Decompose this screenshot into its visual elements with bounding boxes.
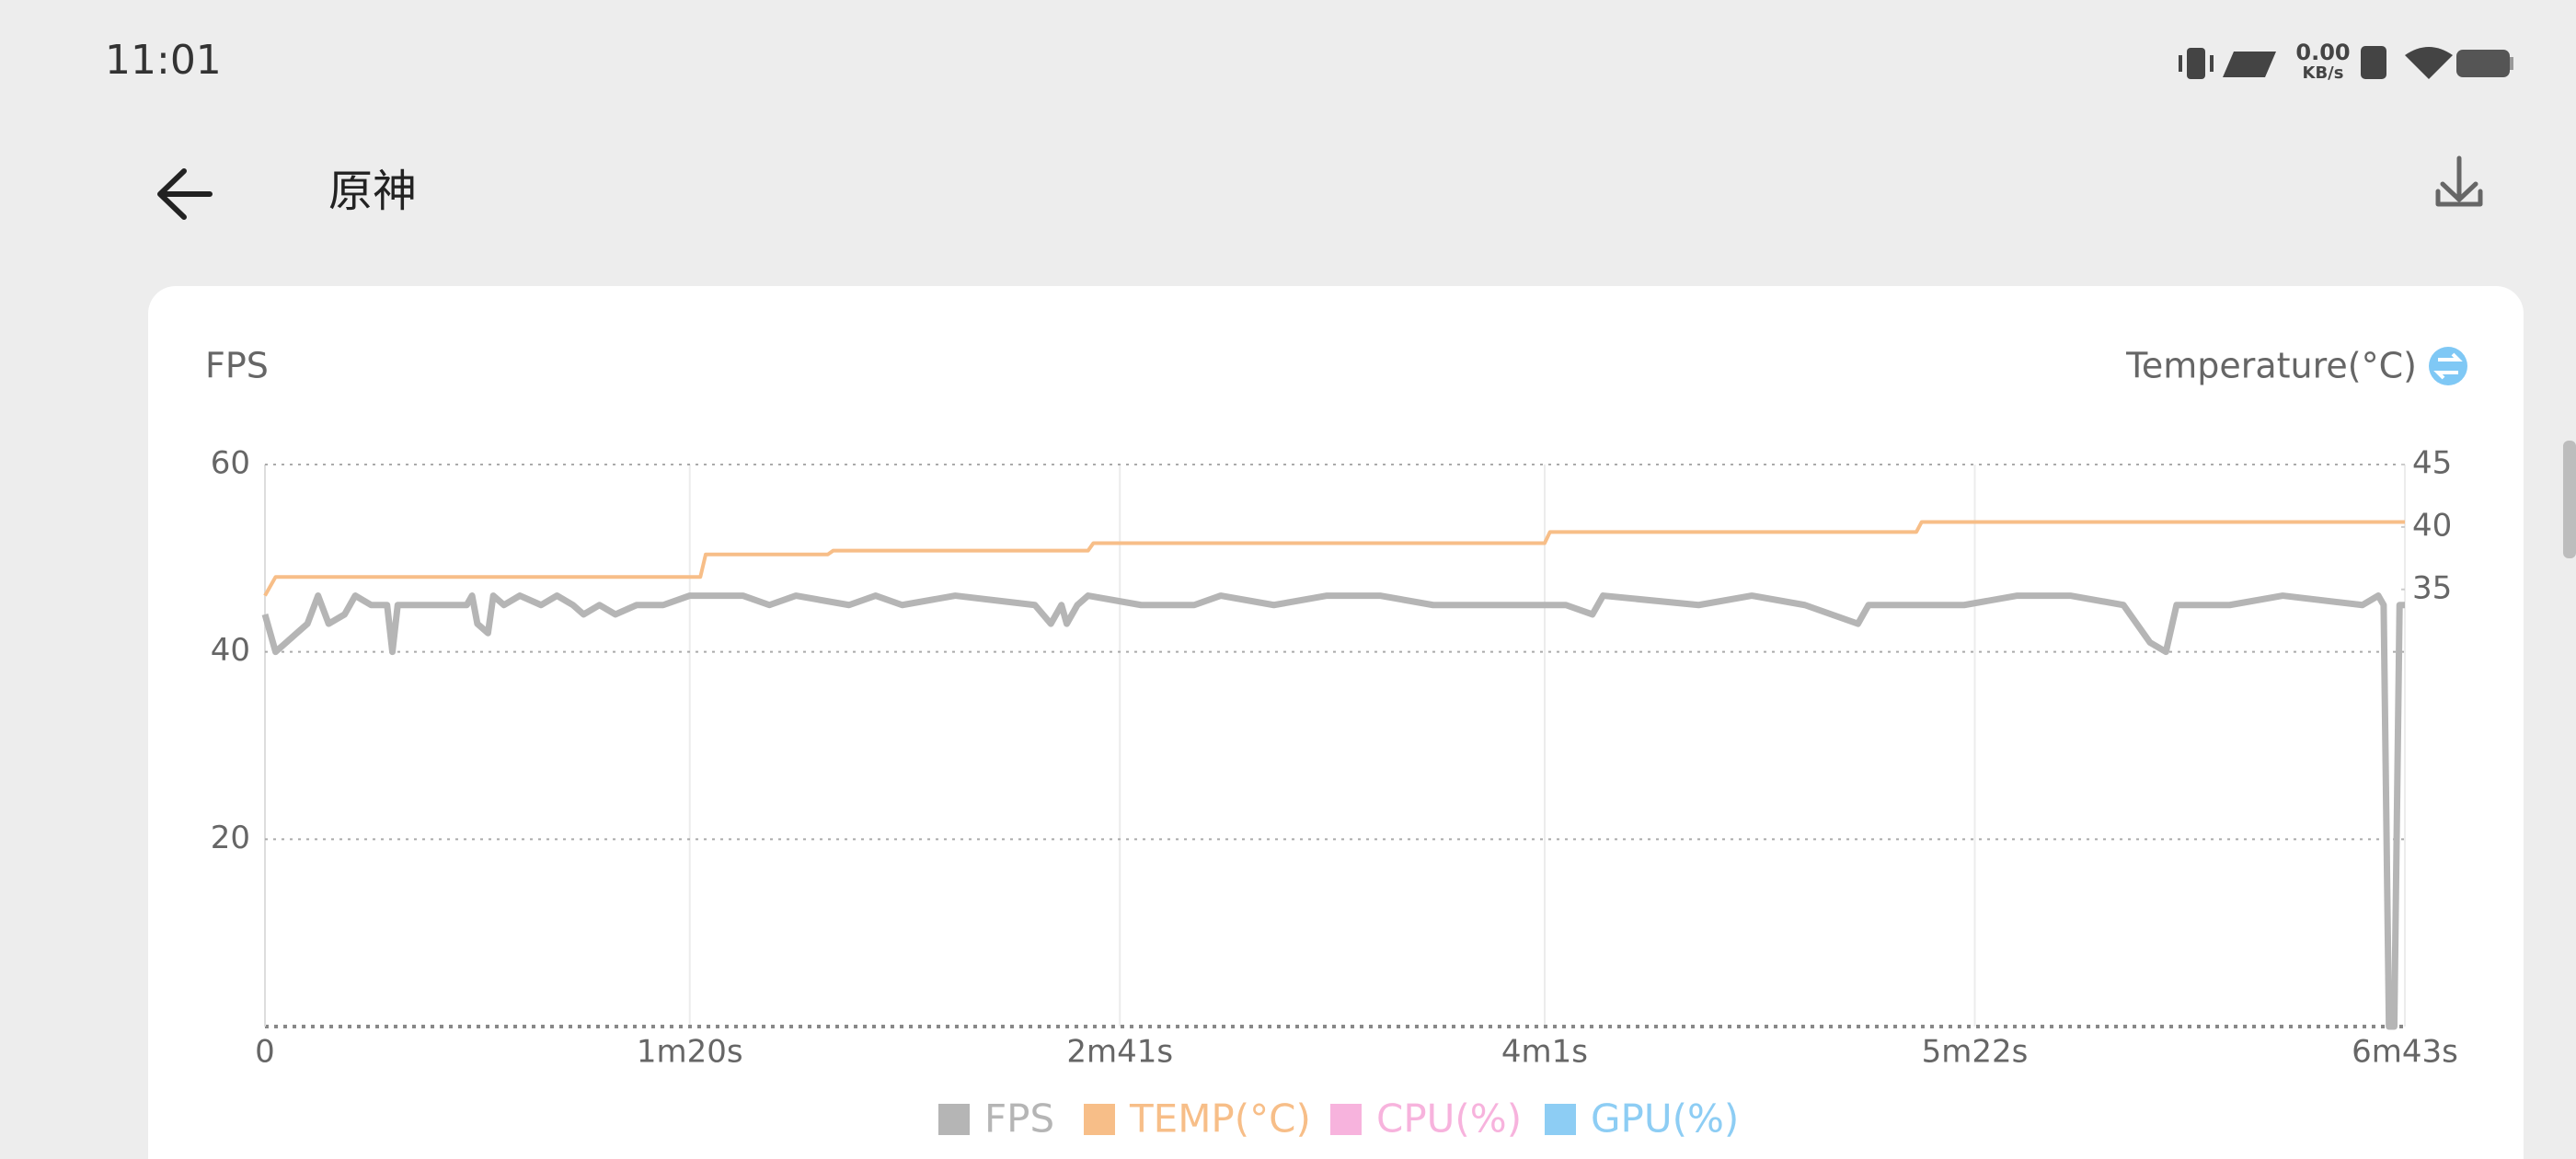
legend-item[interactable]: FPS: [938, 1096, 1054, 1142]
page-title: 原神: [328, 166, 417, 217]
signal-icon: [2223, 52, 2276, 77]
vibrate-icon: [2187, 48, 2205, 79]
download-button[interactable]: [2435, 155, 2483, 207]
swap-icon: [2429, 347, 2467, 385]
vibrate-icon-right: [2210, 55, 2214, 72]
y-tick-label: 20: [211, 820, 250, 856]
plot: 0 1m20s 2m41s 4m1s 5m22s 6m43s 20 40 60 35 40 45 FPS…: [211, 445, 2458, 1142]
status-time: 11:01: [105, 37, 222, 84]
legend-swatch: [1330, 1104, 1362, 1135]
x-tick-label: 2m41s: [1066, 1034, 1173, 1071]
sim-icon: [2361, 46, 2386, 79]
y2-tick-label: 35: [2412, 569, 2452, 606]
y-tick-label: 40: [211, 632, 250, 669]
legend-item[interactable]: TEMP(°C): [1084, 1096, 1311, 1142]
legend-item[interactable]: GPU(%): [1545, 1096, 1739, 1142]
back-button[interactable]: [157, 168, 213, 220]
y-axis-label: FPS: [205, 346, 269, 386]
legend-label: FPS: [984, 1096, 1054, 1142]
x-tick-label: 0: [255, 1034, 275, 1071]
legend-swatch: [1084, 1104, 1115, 1135]
network-unit: KB/s: [2303, 63, 2344, 83]
legend-label: TEMP(°C): [1129, 1096, 1311, 1142]
x-tick-label: 5m22s: [1922, 1034, 2029, 1071]
back-arrow: [157, 168, 213, 220]
vibrate-icon-left: [2179, 55, 2182, 72]
wifi-icon: [2405, 47, 2453, 79]
network-speed: 0.00: [2295, 40, 2350, 65]
download-icon: [2435, 155, 2483, 207]
x-tick-label: 4m1s: [1501, 1034, 1588, 1071]
status-icons: 0.00 KB/s: [2179, 40, 2513, 83]
scrollbar: [2563, 441, 2576, 558]
battery-icon: [2456, 50, 2510, 77]
swap-arrows: [2433, 352, 2463, 380]
x-tick-label: 1m20s: [637, 1034, 743, 1071]
legend-label: GPU(%): [1591, 1096, 1739, 1142]
y2-tick-label: 45: [2412, 445, 2452, 482]
legend-swatch: [1545, 1104, 1576, 1135]
legend-item[interactable]: CPU(%): [1330, 1096, 1522, 1142]
battery-tip: [2510, 57, 2513, 70]
x-tick-label: 6m43s: [2352, 1034, 2458, 1071]
legend-swatch: [938, 1104, 970, 1135]
legend-label: CPU(%): [1376, 1096, 1522, 1142]
series-line: [261, 592, 2405, 1030]
y-tick-label: 60: [211, 445, 250, 482]
y2-tick-label: 40: [2412, 507, 2452, 544]
chart-card: [148, 286, 2524, 1159]
series-line: [263, 520, 2405, 597]
swap-axis-button[interactable]: [2429, 347, 2467, 385]
y2-axis-label: Temperature(°C): [2125, 346, 2417, 386]
